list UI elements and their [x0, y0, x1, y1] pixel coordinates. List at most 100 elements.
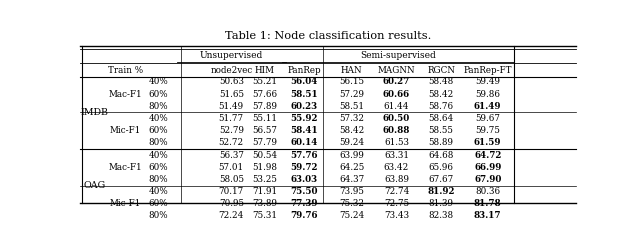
- Text: 58.48: 58.48: [428, 77, 454, 86]
- Text: 60%: 60%: [148, 163, 168, 172]
- Text: 55.92: 55.92: [291, 114, 318, 123]
- Text: 75.24: 75.24: [339, 212, 364, 221]
- Text: 64.25: 64.25: [339, 163, 364, 172]
- Text: 70.17: 70.17: [219, 187, 244, 196]
- Text: 71.91: 71.91: [252, 187, 277, 196]
- Text: 60%: 60%: [148, 126, 168, 135]
- Text: 81.78: 81.78: [474, 199, 502, 208]
- Text: 64.37: 64.37: [339, 175, 364, 184]
- Text: 64.68: 64.68: [428, 151, 454, 160]
- Text: 59.72: 59.72: [291, 163, 318, 172]
- Text: 75.31: 75.31: [252, 212, 277, 221]
- Text: 57.01: 57.01: [219, 163, 244, 172]
- Text: Mic-F1: Mic-F1: [110, 126, 141, 135]
- Text: 55.21: 55.21: [252, 77, 277, 86]
- Text: Train %: Train %: [108, 66, 143, 75]
- Text: Mac-F1: Mac-F1: [109, 163, 143, 172]
- Text: 60%: 60%: [148, 90, 168, 99]
- Text: 75.50: 75.50: [291, 187, 318, 196]
- Text: 63.42: 63.42: [384, 163, 409, 172]
- Text: 55.11: 55.11: [252, 114, 277, 123]
- Text: Mic-F1: Mic-F1: [110, 199, 141, 208]
- Text: 40%: 40%: [148, 77, 168, 86]
- Text: 56.04: 56.04: [291, 77, 318, 86]
- Text: 63.03: 63.03: [291, 175, 317, 184]
- Text: 58.41: 58.41: [291, 126, 318, 135]
- Text: 72.75: 72.75: [384, 199, 409, 208]
- Text: 63.99: 63.99: [339, 151, 364, 160]
- Text: 59.24: 59.24: [339, 138, 364, 147]
- Text: 58.55: 58.55: [429, 126, 454, 135]
- Text: 83.17: 83.17: [474, 212, 502, 221]
- Text: 60.14: 60.14: [291, 138, 318, 147]
- Text: HIM: HIM: [255, 66, 275, 75]
- Text: 67.90: 67.90: [474, 175, 501, 184]
- Text: 59.67: 59.67: [476, 114, 500, 123]
- Text: 60%: 60%: [148, 199, 168, 208]
- Text: 80%: 80%: [148, 212, 168, 221]
- Text: 61.49: 61.49: [474, 102, 502, 111]
- Text: 81.92: 81.92: [428, 187, 455, 196]
- Text: 58.51: 58.51: [291, 90, 318, 99]
- Text: Unsupervised: Unsupervised: [200, 51, 263, 60]
- Text: 73.95: 73.95: [339, 187, 364, 196]
- Text: 50.63: 50.63: [219, 77, 244, 86]
- Text: 56.57: 56.57: [252, 126, 277, 135]
- Text: 57.32: 57.32: [339, 114, 364, 123]
- Text: HAN: HAN: [341, 66, 363, 75]
- Text: 80%: 80%: [148, 175, 168, 184]
- Text: RGCN: RGCN: [427, 66, 455, 75]
- Text: 57.79: 57.79: [252, 138, 277, 147]
- Text: MAGNN: MAGNN: [378, 66, 415, 75]
- Text: 80%: 80%: [148, 138, 168, 147]
- Text: 72.24: 72.24: [219, 212, 244, 221]
- Text: 52.72: 52.72: [219, 138, 244, 147]
- Text: 66.99: 66.99: [474, 163, 501, 172]
- Text: PanRep: PanRep: [287, 66, 321, 75]
- Text: 80.36: 80.36: [475, 187, 500, 196]
- Text: 60.66: 60.66: [383, 90, 410, 99]
- Text: 63.89: 63.89: [384, 175, 409, 184]
- Text: 73.43: 73.43: [384, 212, 409, 221]
- Text: 70.95: 70.95: [219, 199, 244, 208]
- Text: 63.31: 63.31: [384, 151, 409, 160]
- Text: 50.54: 50.54: [252, 151, 277, 160]
- Text: 52.79: 52.79: [219, 126, 244, 135]
- Text: 40%: 40%: [148, 187, 168, 196]
- Text: 57.89: 57.89: [252, 102, 277, 111]
- Text: 58.76: 58.76: [429, 102, 454, 111]
- Text: 58.42: 58.42: [428, 90, 454, 99]
- Text: 59.49: 59.49: [476, 77, 500, 86]
- Text: 57.66: 57.66: [252, 90, 277, 99]
- Text: 56.37: 56.37: [219, 151, 244, 160]
- Text: Semi-supervised: Semi-supervised: [360, 51, 436, 60]
- Text: 60.88: 60.88: [383, 126, 410, 135]
- Text: 58.05: 58.05: [219, 175, 244, 184]
- Text: 40%: 40%: [148, 151, 168, 160]
- Text: 81.39: 81.39: [429, 199, 454, 208]
- Text: 57.29: 57.29: [339, 90, 364, 99]
- Text: 53.25: 53.25: [252, 175, 277, 184]
- Text: 75.32: 75.32: [339, 199, 364, 208]
- Text: 64.72: 64.72: [474, 151, 501, 160]
- Text: 40%: 40%: [148, 114, 168, 123]
- Text: 58.42: 58.42: [339, 126, 364, 135]
- Text: 60.50: 60.50: [383, 114, 410, 123]
- Text: 59.86: 59.86: [476, 90, 500, 99]
- Text: 79.76: 79.76: [291, 212, 318, 221]
- Text: IMDB: IMDB: [81, 108, 109, 117]
- Text: 67.67: 67.67: [428, 175, 454, 184]
- Text: 58.89: 58.89: [429, 138, 454, 147]
- Text: 61.53: 61.53: [384, 138, 409, 147]
- Text: Table 1: Node classification results.: Table 1: Node classification results.: [225, 31, 431, 41]
- Text: 59.75: 59.75: [476, 126, 500, 135]
- Text: 56.15: 56.15: [339, 77, 364, 86]
- Text: PanRep-FT: PanRep-FT: [463, 66, 512, 75]
- Text: 72.74: 72.74: [384, 187, 409, 196]
- Text: 51.49: 51.49: [219, 102, 244, 111]
- Text: node2vec: node2vec: [210, 66, 252, 75]
- Text: 57.76: 57.76: [291, 151, 318, 160]
- Text: 60.23: 60.23: [291, 102, 317, 111]
- Text: Mac-F1: Mac-F1: [109, 90, 143, 99]
- Text: 80%: 80%: [148, 102, 168, 111]
